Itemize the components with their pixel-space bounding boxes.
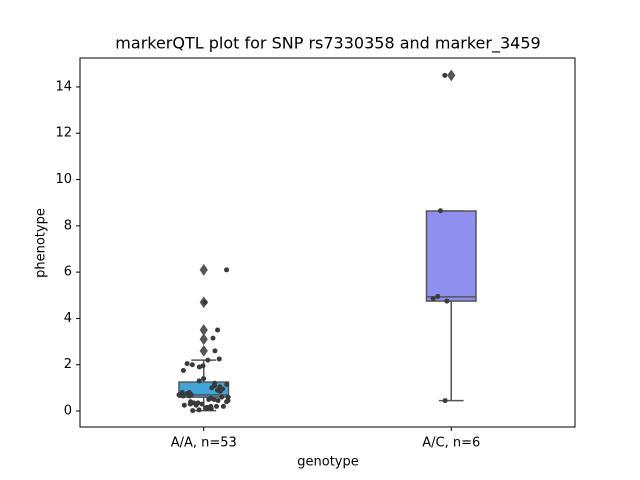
point xyxy=(201,376,207,382)
point xyxy=(187,401,193,407)
point xyxy=(220,403,226,409)
point xyxy=(442,72,448,78)
y-tick-label: 10 xyxy=(55,172,72,187)
point xyxy=(193,402,199,408)
point xyxy=(199,401,205,407)
point xyxy=(210,335,216,341)
point xyxy=(196,407,202,413)
point xyxy=(212,348,218,354)
y-tick-label: 8 xyxy=(64,218,72,233)
point xyxy=(180,393,186,399)
point xyxy=(215,327,221,333)
y-axis-label: phenotype xyxy=(34,208,49,278)
point xyxy=(190,408,196,414)
point xyxy=(196,364,202,370)
plot-frame xyxy=(79,57,576,428)
point xyxy=(224,267,230,273)
point xyxy=(181,402,187,408)
x-axis-label: genotype xyxy=(297,455,358,470)
point xyxy=(442,398,448,404)
point xyxy=(202,299,208,305)
outlier xyxy=(199,344,208,357)
outlier xyxy=(199,333,208,346)
outlier xyxy=(447,69,456,82)
x-tick-label: A/C, n=6 xyxy=(422,436,480,451)
y-tick-label: 4 xyxy=(64,311,72,326)
y-tick-label: 14 xyxy=(55,79,72,94)
point xyxy=(435,293,441,299)
box xyxy=(425,210,477,302)
point xyxy=(225,394,231,400)
point xyxy=(444,298,450,304)
point xyxy=(224,381,230,387)
chart-title: markerQTL plot for SNP rs7330358 and mar… xyxy=(115,34,540,54)
point xyxy=(209,385,215,391)
outlier xyxy=(199,324,208,336)
point xyxy=(184,361,190,367)
point xyxy=(186,393,192,399)
point xyxy=(206,396,212,402)
y-tick-label: 12 xyxy=(55,126,72,141)
y-tick-label: 6 xyxy=(64,265,72,280)
point xyxy=(224,399,230,405)
point xyxy=(213,403,219,409)
point xyxy=(180,368,186,374)
point xyxy=(216,356,222,362)
point xyxy=(430,296,436,302)
point xyxy=(189,362,195,368)
outlier xyxy=(199,263,208,276)
point xyxy=(176,392,182,398)
point xyxy=(437,208,443,214)
x-tick-label: A/A, n=53 xyxy=(171,436,237,451)
point xyxy=(211,396,217,402)
y-tick-label: 0 xyxy=(64,404,72,419)
point xyxy=(208,406,214,412)
y-tick-label: 2 xyxy=(64,357,72,372)
point xyxy=(219,394,225,400)
point xyxy=(205,357,211,363)
point xyxy=(204,406,210,412)
point xyxy=(217,388,223,394)
point xyxy=(215,398,221,404)
point xyxy=(196,378,202,384)
